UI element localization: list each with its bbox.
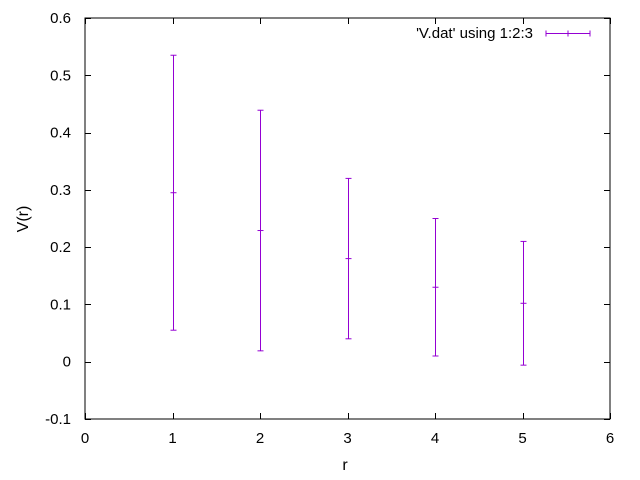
y-tick-label: 0.5 [50, 67, 71, 84]
legend: 'V.dat' using 1:2:3 [416, 25, 591, 42]
errorbar-point [170, 54, 177, 331]
y-tick-label: -0.1 [45, 411, 71, 428]
series [170, 54, 527, 366]
x-tick-label: 4 [431, 430, 439, 447]
x-tick-label: 1 [168, 430, 176, 447]
y-tick-label: 0.4 [50, 125, 71, 142]
x-tick-label: 0 [81, 430, 89, 447]
y-tick-label: 0.6 [50, 10, 71, 27]
ticks: 0 1 2 3 4 5 6 -0.1 0 0.1 0.2 0.3 0.4 0.5 0.6 [45, 10, 614, 447]
y-axis-label: V(r) [15, 206, 32, 233]
y-tick-label: 0.1 [50, 296, 71, 313]
errorbar-point [257, 109, 264, 352]
errorbar-point [520, 240, 527, 366]
x-axis-label: r [342, 457, 348, 474]
x-tick-label: 2 [256, 430, 264, 447]
errorbar-point [432, 218, 439, 357]
errorbar-point [345, 177, 352, 340]
y-tick-label: 0 [63, 354, 71, 371]
x-tick-label: 5 [518, 430, 526, 447]
y-tick-label: 0.3 [50, 182, 71, 199]
axes [84, 17, 611, 420]
plot-frame [84, 17, 611, 420]
x-tick-label: 6 [606, 430, 614, 447]
x-tick-label: 3 [343, 430, 351, 447]
y-tick-label: 0.2 [50, 239, 71, 256]
legend-label: 'V.dat' using 1:2:3 [416, 25, 533, 42]
